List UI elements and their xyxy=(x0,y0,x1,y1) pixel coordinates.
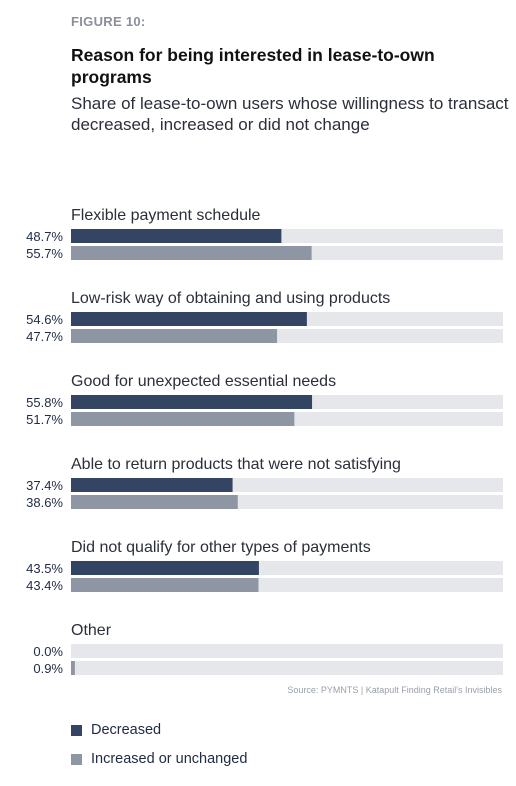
bar-track xyxy=(71,661,503,675)
source-note: Source: PYMNTS | Katapult Finding Retail… xyxy=(287,685,502,695)
value-label: 55.7% xyxy=(26,246,63,261)
value-label: 47.7% xyxy=(26,329,63,344)
bar-track xyxy=(71,644,503,658)
value-label: 0.9% xyxy=(33,661,63,676)
value-label: 55.8% xyxy=(26,395,63,410)
category-label: Able to return products that were not sa… xyxy=(71,456,401,473)
bar-increased xyxy=(71,495,238,509)
legend-label-increased: Increased or unchanged xyxy=(91,751,248,767)
legend-item-increased: Increased or unchanged xyxy=(71,750,247,768)
bar-decreased xyxy=(71,478,233,492)
chart-subtitle: Share of lease-to-own users whose willin… xyxy=(71,94,509,134)
value-label: 54.6% xyxy=(26,312,63,327)
category-label: Flexible payment schedule xyxy=(71,207,261,224)
category-label: Did not qualify for other types of payme… xyxy=(71,539,371,556)
value-label: 0.0% xyxy=(33,644,63,659)
category-label: Low-risk way of obtaining and using prod… xyxy=(71,290,390,307)
bar-chart: Flexible payment schedule 48.7% 55.7% Low-r… xyxy=(26,207,503,676)
legend-item-decreased: Decreased xyxy=(71,721,247,739)
bar-decreased xyxy=(71,312,307,326)
bar-decreased xyxy=(71,229,282,243)
value-label: 48.7% xyxy=(26,229,63,244)
bar-decreased xyxy=(71,561,259,575)
value-label: 43.4% xyxy=(26,578,63,593)
chart-title: Reason for being interested in lease-to-… xyxy=(71,45,435,87)
legend: Decreased Increased or unchanged xyxy=(71,721,247,779)
legend-label-decreased: Decreased xyxy=(91,722,162,738)
figure-label: FIGURE 10: xyxy=(71,14,146,29)
bar-increased xyxy=(71,246,312,260)
bar-decreased xyxy=(71,395,313,409)
category-label: Other xyxy=(71,622,112,639)
legend-swatch-decreased xyxy=(71,724,82,736)
bar-increased xyxy=(71,578,259,592)
value-label: 51.7% xyxy=(26,412,63,427)
category-label: Good for unexpected essential needs xyxy=(71,373,336,390)
value-label: 37.4% xyxy=(26,478,63,493)
value-label: 38.6% xyxy=(26,495,63,510)
legend-swatch-increased xyxy=(71,753,82,765)
bar-increased xyxy=(71,329,278,343)
bar-increased xyxy=(71,661,75,675)
bar-increased xyxy=(71,412,295,426)
value-label: 43.5% xyxy=(26,561,63,576)
